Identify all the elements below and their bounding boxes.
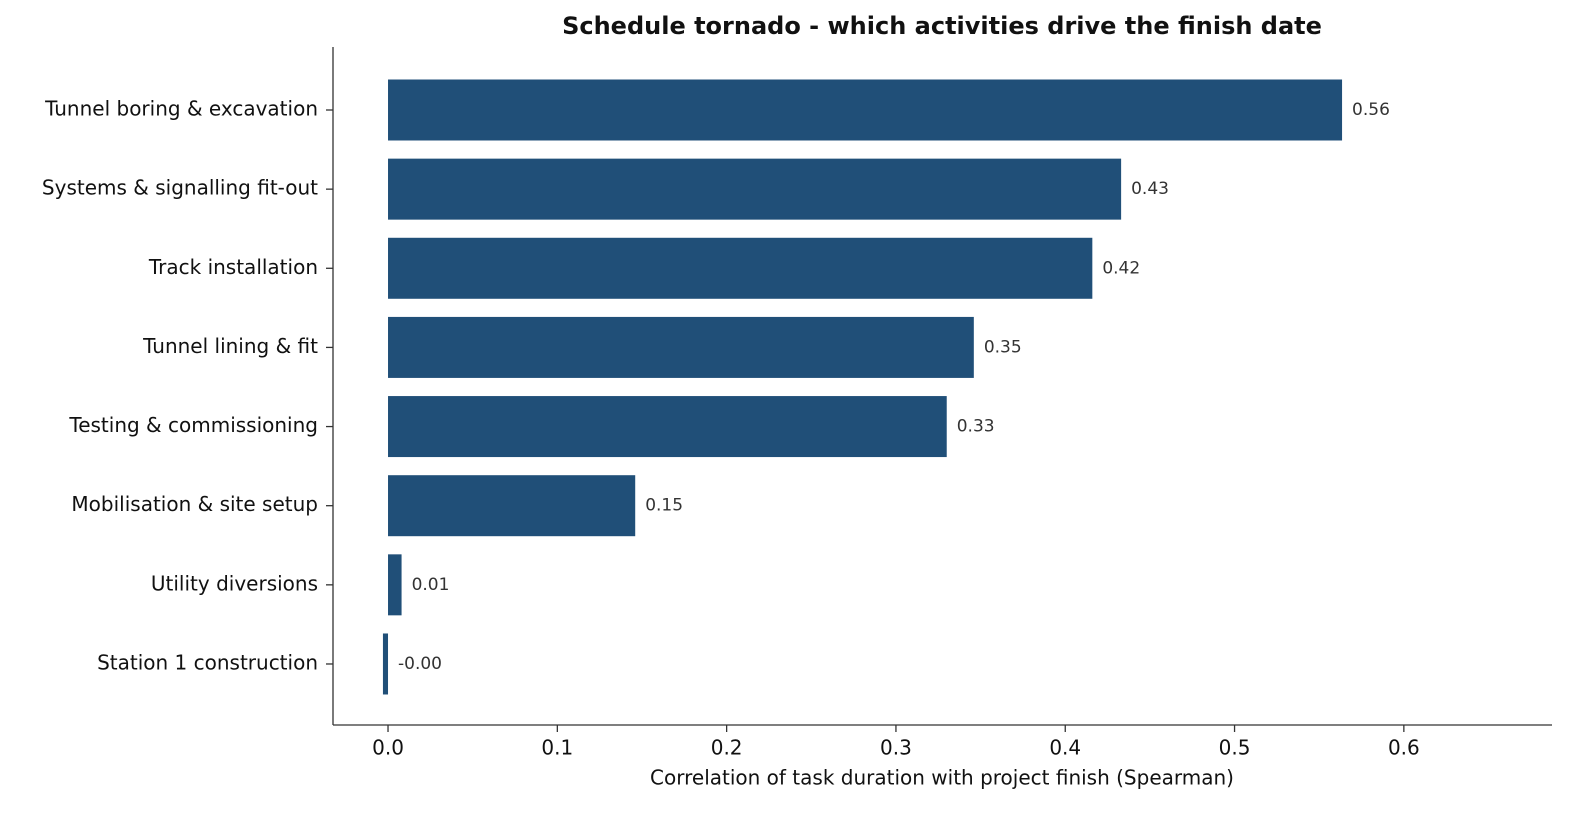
y-tick-label: Utility diversions [151,571,318,595]
y-tick-label: Systems & signalling fit-out [42,176,318,200]
value-label: 0.01 [412,575,450,595]
y-tick-label: Testing & commissioning [68,413,318,437]
value-label: 0.15 [645,496,683,516]
bar [388,158,1122,220]
y-tick-label: Station 1 construction [97,650,318,674]
x-tick-label: 0.2 [711,736,743,760]
bar [388,316,974,378]
value-label: 0.56 [1352,100,1390,120]
x-tick-label: 0.4 [1049,736,1081,760]
value-label: -0.00 [398,654,442,674]
bar [388,475,636,537]
value-label: 0.35 [984,337,1022,357]
x-tick-label: 0.3 [880,736,912,760]
x-tick-label: 0.1 [541,736,573,760]
bar [382,633,389,695]
bar [388,554,402,616]
x-tick-label: 0.5 [1219,736,1251,760]
value-label: 0.33 [957,417,995,437]
x-axis-label: Correlation of task duration with projec… [650,766,1234,790]
y-tick-label: Mobilisation & site setup [71,492,318,516]
bar [388,237,1093,299]
y-tick-label: Tunnel boring & excavation [44,97,318,121]
y-tick-label: Tunnel lining & fit [142,334,318,358]
bar [388,79,1343,141]
x-tick-label: 0.0 [372,736,404,760]
bar [388,396,947,458]
value-label: 0.43 [1131,179,1169,199]
y-tick-label: Track installation [148,255,318,279]
chart-title: Schedule tornado - which activities driv… [562,12,1322,40]
x-tick-label: 0.6 [1388,736,1420,760]
value-label: 0.42 [1102,258,1140,278]
